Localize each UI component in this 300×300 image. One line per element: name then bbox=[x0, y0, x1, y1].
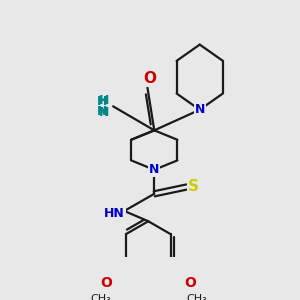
Text: CH₃: CH₃ bbox=[186, 294, 207, 300]
Text: N: N bbox=[195, 103, 205, 116]
Text: S: S bbox=[188, 179, 199, 194]
Text: H: H bbox=[97, 95, 107, 108]
Text: O: O bbox=[184, 276, 196, 290]
Text: CH₃: CH₃ bbox=[90, 294, 111, 300]
Text: HN: HN bbox=[103, 207, 124, 220]
Text: O: O bbox=[100, 276, 112, 290]
Text: N: N bbox=[97, 105, 107, 118]
Text: N: N bbox=[149, 163, 160, 176]
Text: H
N: H N bbox=[98, 94, 109, 119]
Text: O: O bbox=[143, 70, 157, 86]
